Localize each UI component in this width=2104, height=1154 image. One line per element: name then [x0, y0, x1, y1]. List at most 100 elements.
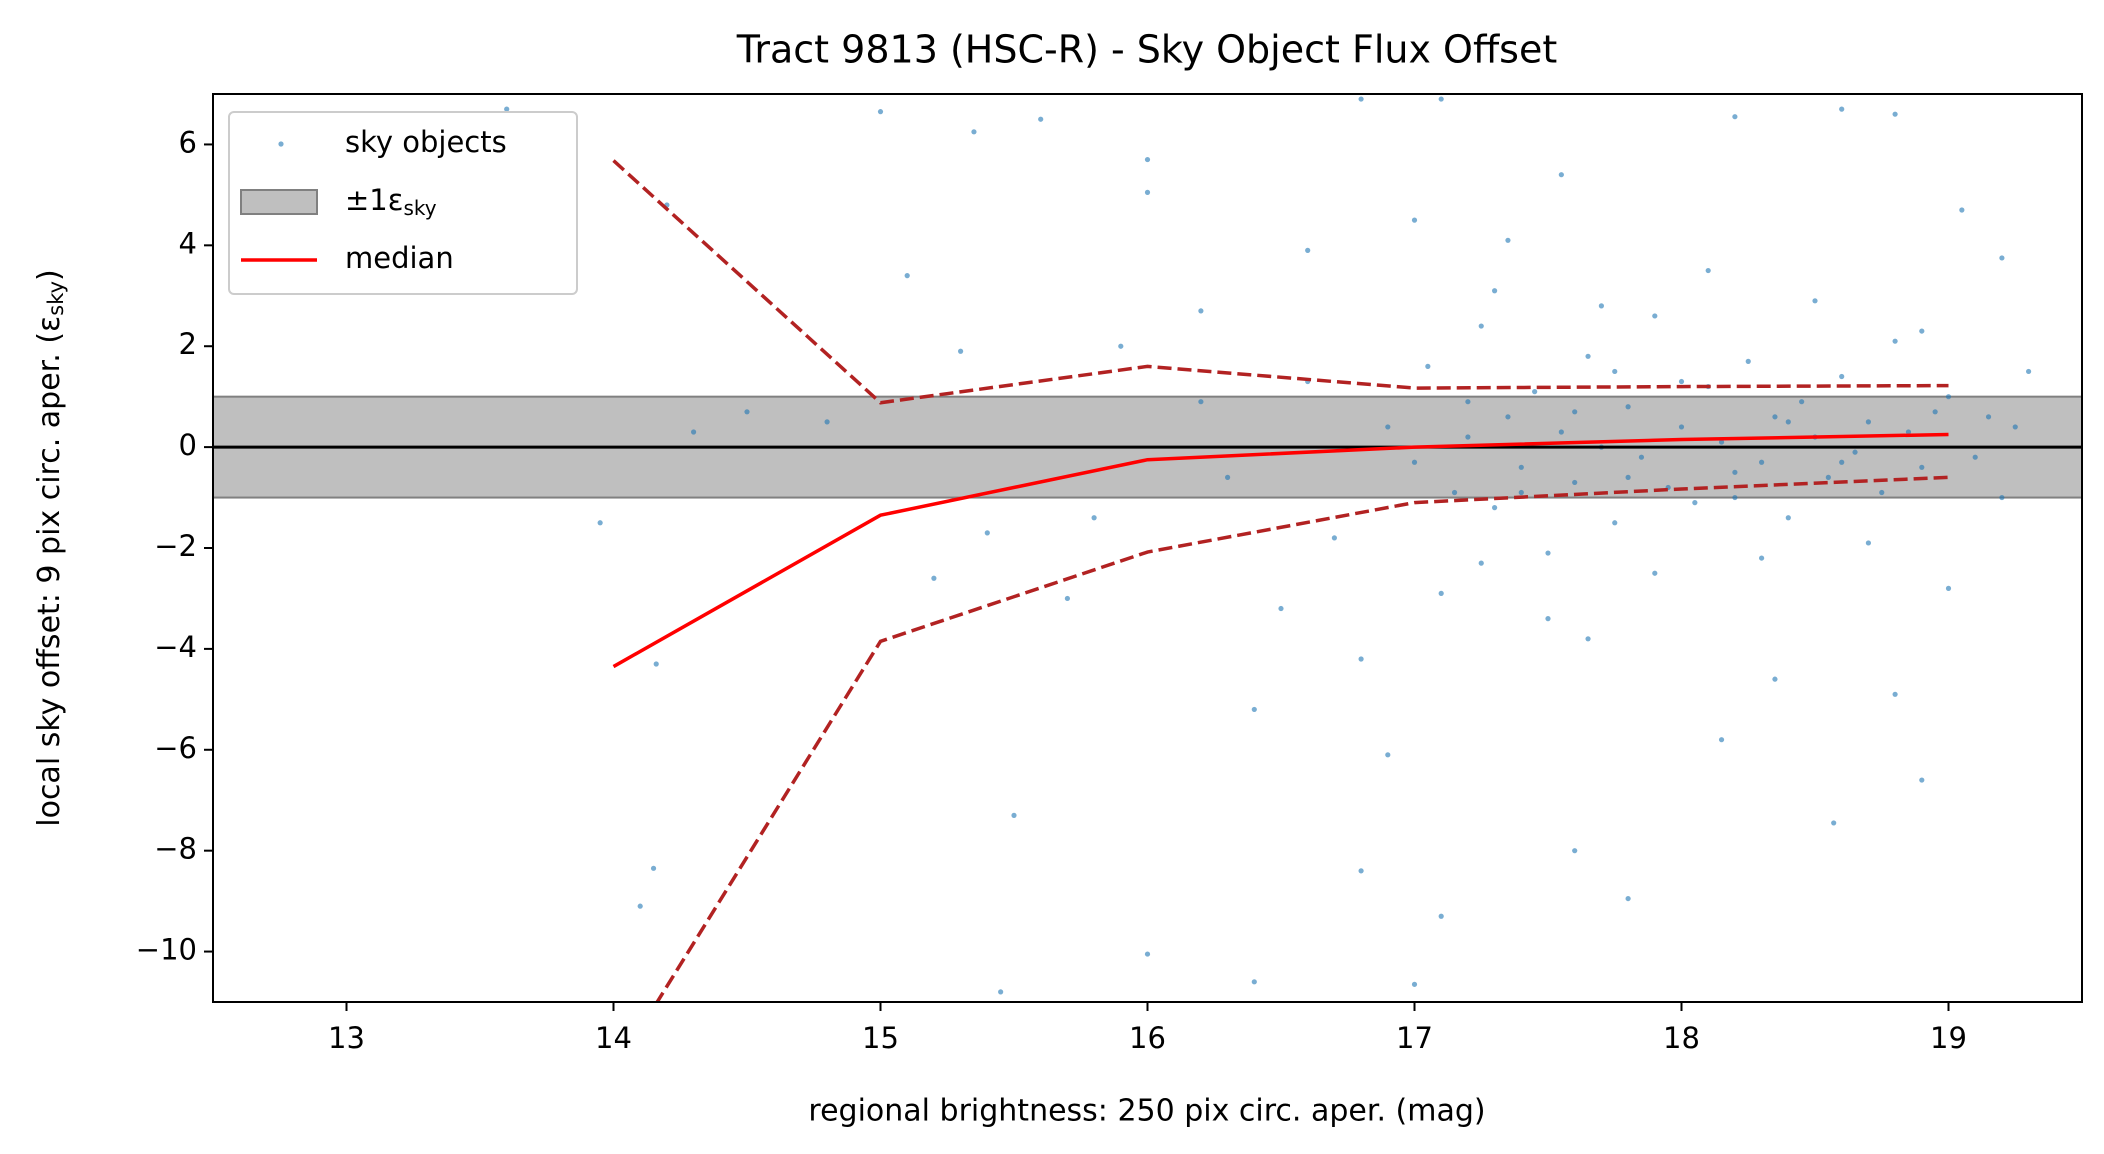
y-axis-label-text: local sky offset: 9 pix circ. aper. (ε [32, 316, 67, 827]
sky-object-point [1839, 106, 1845, 112]
sky-object-point [1892, 338, 1898, 344]
sky-object-point [1545, 616, 1551, 622]
sky-object-point [1999, 494, 2005, 501]
legend-box [228, 111, 578, 295]
sky-object-point [1251, 706, 1257, 713]
sky-object-point [1892, 691, 1898, 697]
sky-object-point [1505, 237, 1511, 243]
y-tick-label: −2 [154, 529, 197, 563]
sky-object-point [1732, 469, 1738, 475]
sky-object-point [1438, 590, 1444, 597]
legend-label-text: ±1ε [345, 183, 403, 217]
sky-object-point [1358, 868, 1364, 874]
sky-object-point [1518, 489, 1524, 496]
sky-object-point [1144, 189, 1151, 195]
sky-object-point [1532, 389, 1538, 395]
axes: 13 14 15 16 17 18 19 −10 −8 −6 −4 −2 0 2 4 6 [136, 93, 2083, 1055]
sky-object-point [1411, 459, 1418, 465]
sky-object-point [1825, 474, 1831, 480]
sky-object-point [1572, 479, 1578, 486]
sky-object-point [1598, 303, 1604, 309]
sky-object-point [1638, 454, 1645, 460]
sky-object-point [1358, 656, 1364, 662]
sky-object-point [1785, 515, 1791, 521]
sky-object-point [1785, 419, 1791, 425]
sky-object-point [1852, 449, 1858, 455]
x-tick-label: 16 [1129, 1021, 1166, 1055]
sky-object-point [1692, 500, 1698, 506]
sky-object-point [1358, 96, 1364, 102]
sky-object-point [1905, 429, 1912, 435]
sky-object-point [1985, 414, 1992, 420]
sky-object-point [1612, 368, 1618, 375]
sky-object-point [504, 106, 510, 112]
y-tick-label: −4 [154, 630, 197, 664]
legend: sky objects ±1εsky median [228, 111, 578, 295]
sky-object-point [1652, 313, 1658, 319]
sky-object-point [1425, 363, 1431, 369]
legend-marker [278, 141, 284, 147]
sky-object-point [1411, 981, 1418, 987]
sky-object-point [1492, 505, 1498, 511]
sky-object-point [998, 989, 1004, 995]
sky-object-point [1011, 812, 1017, 818]
sky-object-point [691, 429, 697, 435]
x-tick-label: 18 [1663, 1021, 1700, 1055]
sky-object-point [1772, 414, 1778, 420]
sky-object-point [824, 419, 830, 425]
legend-label: sky objects [345, 125, 507, 159]
sky-object-point [1705, 267, 1711, 274]
sky-object-point [1572, 409, 1578, 415]
sky-object-point [1945, 394, 1952, 400]
sky-object-point [1438, 913, 1444, 919]
sky-object-point [2012, 424, 2018, 430]
sky-object-point [1759, 555, 1765, 561]
sky-object-point [1278, 605, 1284, 612]
chart-title: Tract 9813 (HSC-R) - Sky Object Flux Off… [736, 28, 1557, 72]
sky-object-point [1678, 378, 1685, 385]
sky-object-point [1831, 820, 1837, 826]
x-tick-label: 19 [1930, 1021, 1967, 1055]
sky-object-point [958, 348, 964, 354]
sky-object-point [2026, 368, 2032, 375]
sky-object-point [1772, 676, 1778, 682]
x-tick-label: 15 [862, 1021, 899, 1055]
y-tick-label: −8 [154, 832, 197, 866]
sky-object-point [904, 273, 910, 279]
sky-object-point [877, 109, 884, 115]
sky-object-point [984, 530, 990, 536]
sky-object-point [1144, 951, 1151, 957]
sky-object-point [1545, 550, 1551, 556]
y-tick-label: −6 [154, 731, 197, 765]
legend-label: ±1εsky [345, 183, 437, 220]
sky-object-point [971, 129, 977, 135]
sky-object-point [1759, 459, 1765, 465]
sky-object-point [1959, 207, 1965, 213]
sky-object-point [1331, 535, 1337, 541]
sky-object-point [1732, 494, 1738, 501]
sky-object-point [1505, 414, 1511, 420]
sky-object-point [1612, 520, 1618, 526]
sky-object-point [1038, 116, 1044, 122]
sky-object-point [1558, 172, 1564, 178]
legend-swatch [240, 189, 318, 215]
y-tick-label: 0 [179, 428, 197, 462]
sky-object-point [1478, 323, 1484, 329]
sky-object-point [1865, 540, 1871, 546]
sky-object-point [1144, 156, 1151, 163]
sky-object-point [1451, 489, 1458, 496]
plot-area [213, 96, 2082, 1002]
sky-object-point [1251, 979, 1257, 985]
sky-object-point [1745, 358, 1751, 364]
sky-object-point [1932, 409, 1938, 415]
sky-object-point [1732, 114, 1738, 120]
y-tick-label: 6 [179, 125, 197, 159]
sky-object-point [1972, 454, 1978, 460]
quantile-line [612, 159, 1949, 405]
sky-object-point [1492, 288, 1498, 294]
sky-object-point [1585, 353, 1591, 359]
legend-label: median [345, 241, 454, 275]
y-axis-label: local sky offset: 9 pix circ. aper. (εsk… [32, 269, 69, 827]
legend-label-subscript: sky [403, 196, 436, 220]
sky-object-point [1652, 570, 1658, 576]
